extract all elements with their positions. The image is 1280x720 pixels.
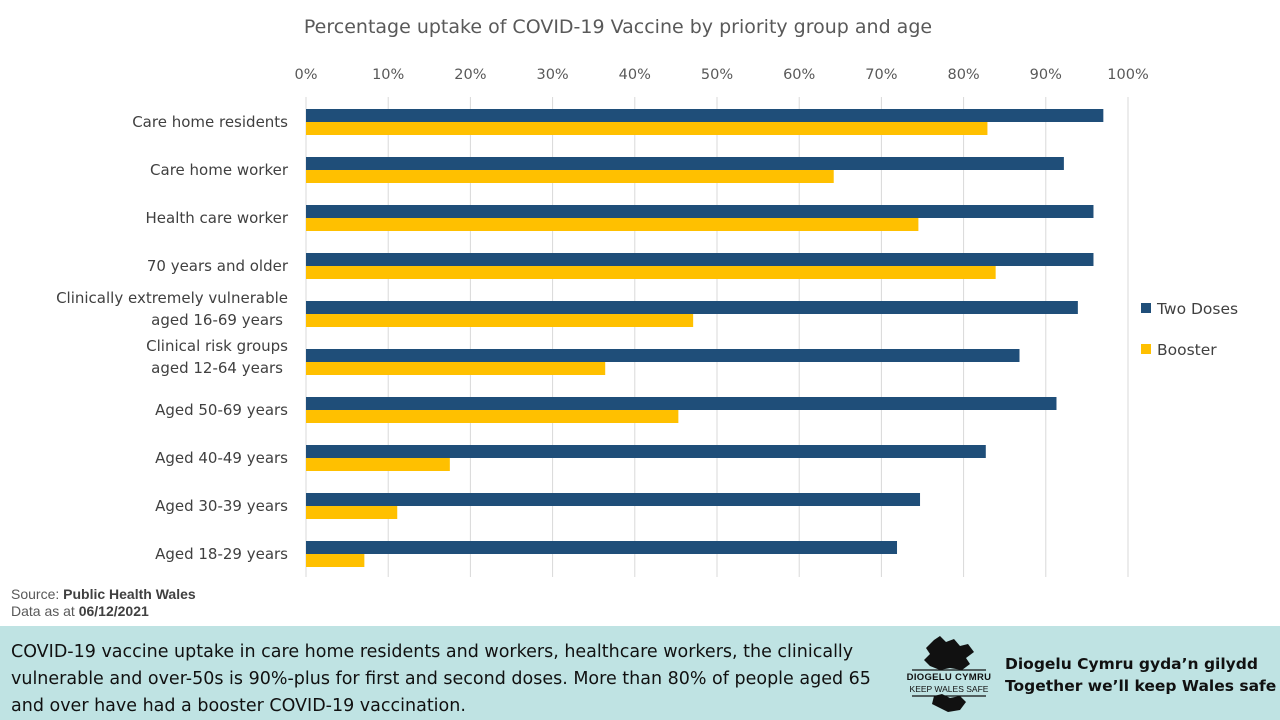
bar-booster [306,218,919,231]
category-label: aged 12-64 years [151,359,283,377]
bar-two-doses [306,445,986,458]
footer-summary: COVID-19 vaccine uptake in care home res… [11,642,871,716]
bar-booster [306,410,679,423]
source-label: Source: [11,586,60,602]
x-tick-label: 80% [947,67,979,83]
x-tick-label: 0% [294,67,317,83]
x-tick-label: 90% [1030,67,1062,83]
slogan-welsh: Diogelu Cymru gyda’n gilydd [1005,655,1258,673]
legend-swatch [1141,344,1151,354]
bar-two-doses [306,349,1020,362]
category-label: aged 16-69 years [151,311,283,329]
category-label: Care home worker [150,161,289,179]
x-tick-label: 30% [536,67,568,83]
x-tick-label: 100% [1107,67,1148,83]
source-name: Public Health Wales [63,586,196,602]
logo-text-english: KEEP WALES SAFE [909,684,989,694]
bar-two-doses [306,253,1094,266]
bar-booster [306,314,694,327]
category-label: Aged 30-39 years [155,497,288,515]
category-label: Aged 40-49 years [155,449,288,467]
chart-title: Percentage uptake of COVID-19 Vaccine by… [304,16,932,38]
x-tick-label: 70% [865,67,897,83]
bar-booster [306,362,606,375]
bar-booster [306,506,398,519]
data-date: 06/12/2021 [78,603,149,619]
bar-two-doses [306,301,1078,314]
slogan: Diogelu Cymru gyda’n gilydd Together we’… [1005,653,1276,697]
category-label: Care home residents [132,113,288,131]
bar-chart: Percentage uptake of COVID-19 Vaccine by… [56,16,1238,577]
category-label: Aged 50-69 years [155,401,288,419]
bar-two-doses [306,109,1104,122]
bar-two-doses [306,205,1094,218]
bar-two-doses [306,397,1057,410]
category-label: Clinically extremely vulnerable [56,289,288,307]
bar-booster [306,554,365,567]
footer-banner: COVID-19 vaccine uptake in care home res… [0,626,1280,720]
category-label: 70 years and older [147,257,289,275]
legend-label: Booster [1157,341,1217,359]
bar-booster [306,122,988,135]
logo-text-welsh: DIOGELU CYMRU [906,672,992,683]
legend-swatch [1141,303,1151,313]
category-label: Health care worker [146,209,289,227]
bar-booster [306,458,450,471]
slogan-english: Together we’ll keep Wales safe [1005,677,1277,695]
bar-two-doses [306,541,898,554]
wales-map-icon [912,636,986,712]
keep-wales-safe-logo: DIOGELU CYMRU KEEP WALES SAFE [904,634,994,714]
x-tick-label: 60% [783,67,815,83]
date-label: Data as at [11,603,75,619]
bar-two-doses [306,157,1064,170]
legend-label: Two Doses [1156,300,1238,318]
category-label: Clinical risk groups [146,337,288,355]
x-tick-label: 10% [372,67,404,83]
bar-booster [306,170,834,183]
x-tick-label: 20% [454,67,486,83]
bar-booster [306,266,996,279]
category-label: Aged 18-29 years [155,545,288,563]
source-note: Source: Public Health Wales Data as at 0… [11,586,196,620]
x-tick-label: 50% [701,67,733,83]
x-tick-label: 40% [619,67,651,83]
bar-two-doses [306,493,921,506]
